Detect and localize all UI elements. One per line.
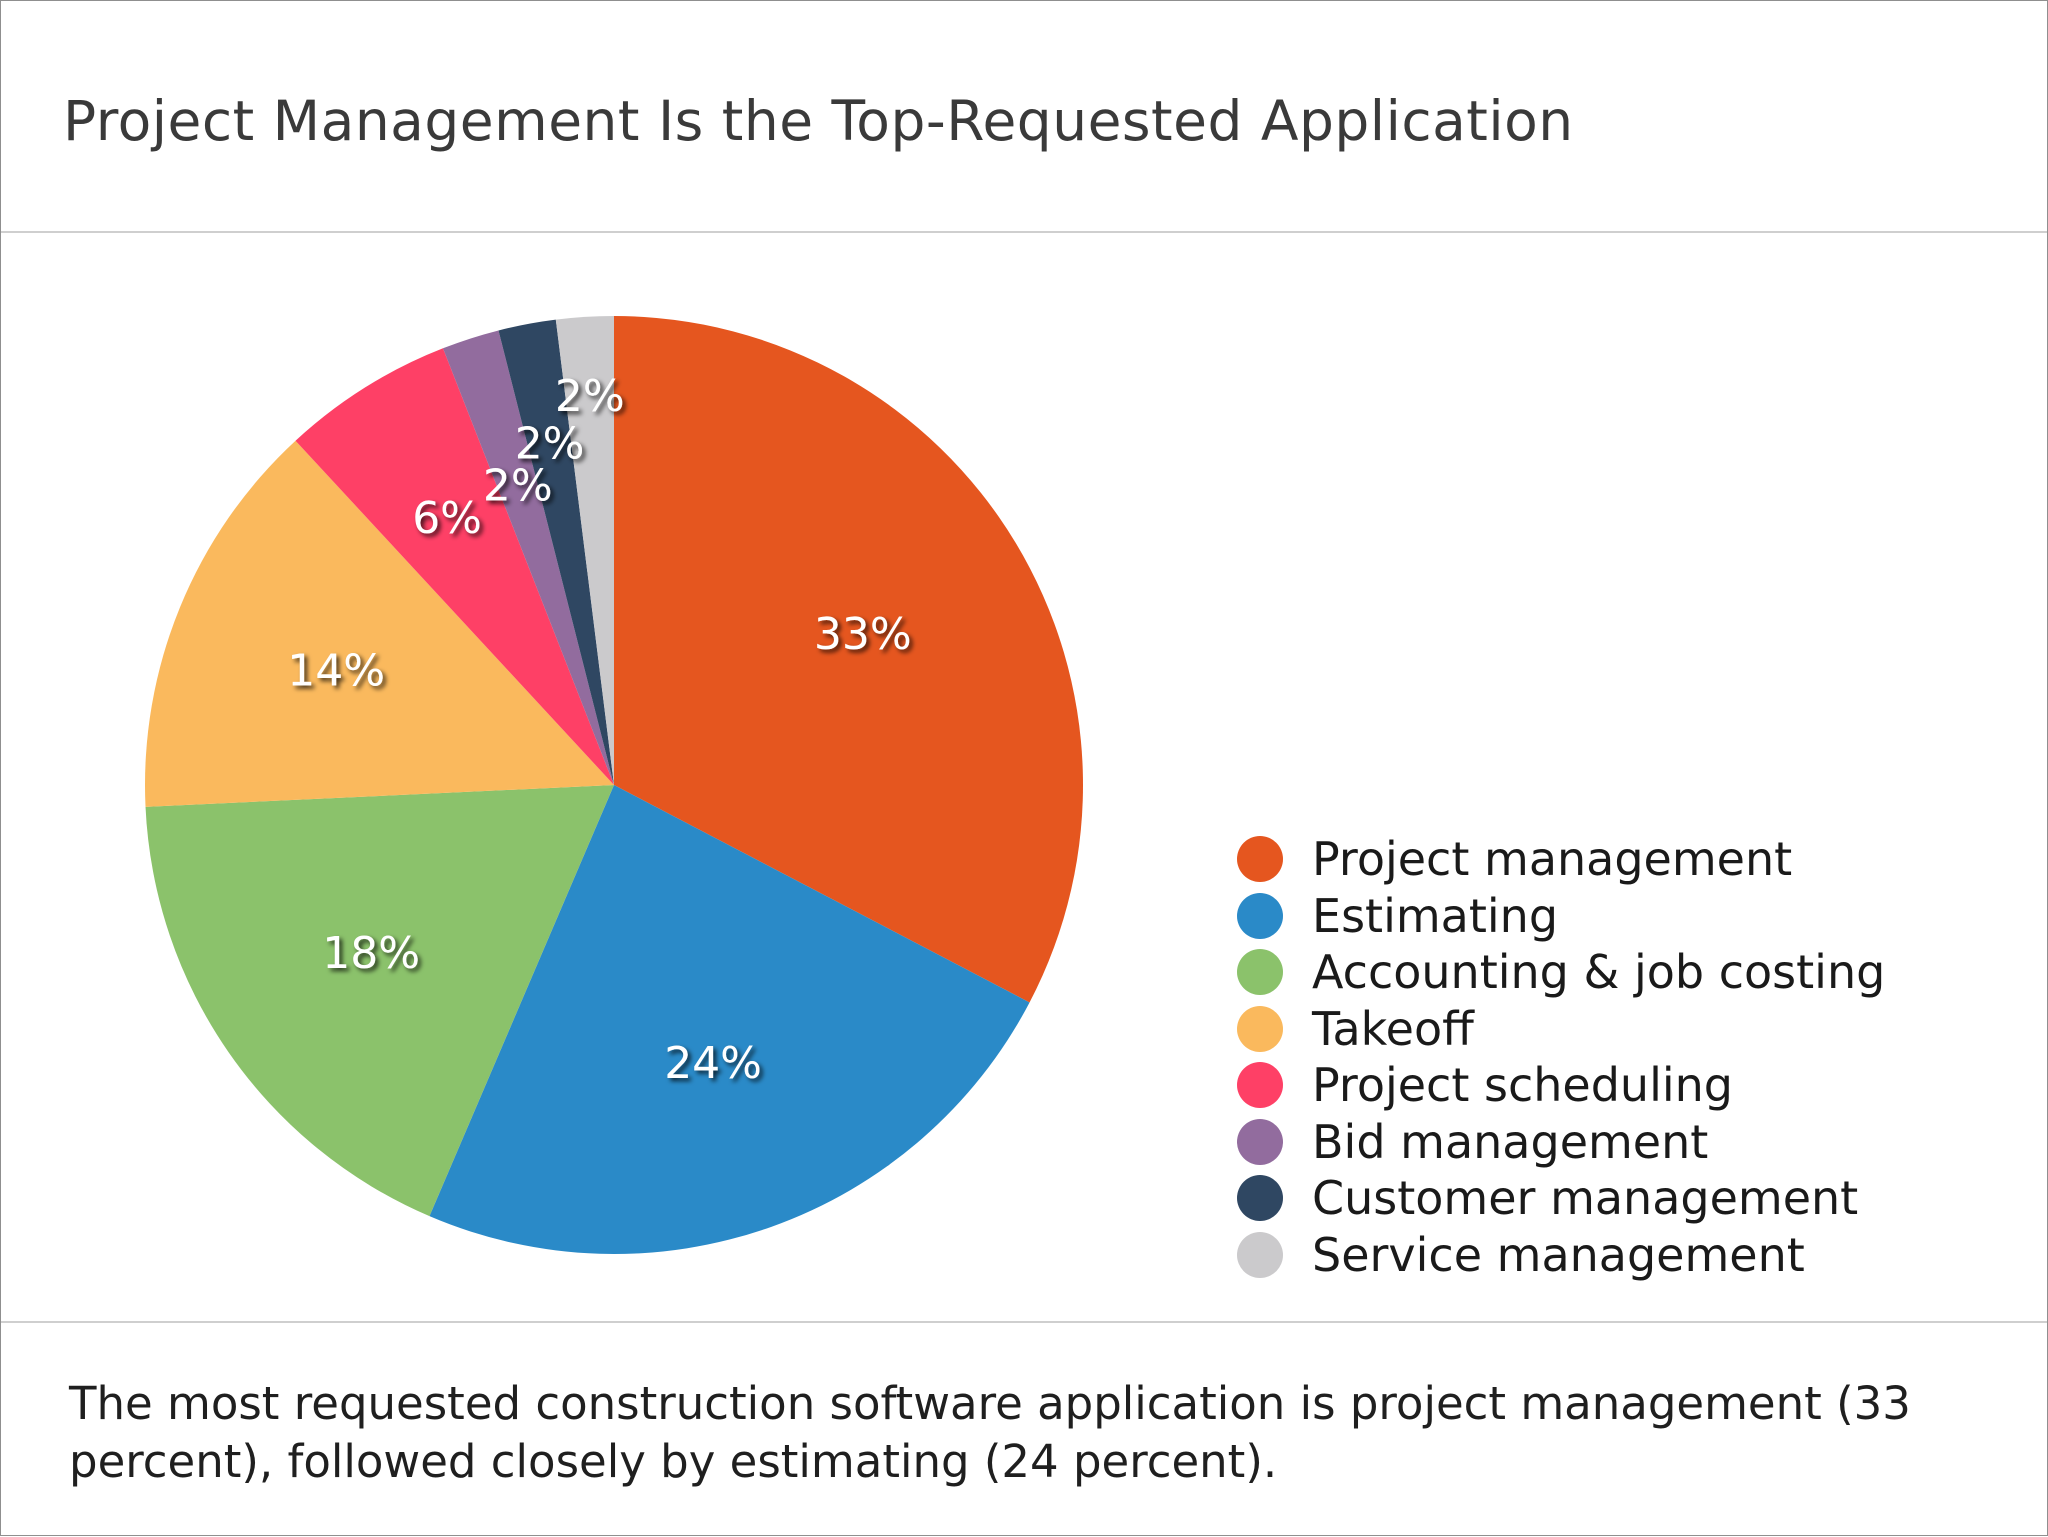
legend-item: Project management: [1237, 831, 1885, 888]
legend-swatch: [1237, 949, 1283, 996]
pie-slice-takeoff: [145, 440, 615, 807]
pie-slice-accounting-job-costing: [145, 785, 615, 1217]
legend-label: Estimating: [1312, 888, 1559, 943]
chart-title: Project Management Is the Top-Requested …: [63, 89, 1574, 153]
legend: Project management Estimating Accounting &…: [1237, 831, 1885, 1283]
pie-slice-project-scheduling: [295, 348, 614, 785]
slice-label: 2%: [555, 371, 625, 422]
legend-swatch: [1237, 892, 1283, 939]
legend-label: Customer management: [1312, 1171, 1859, 1226]
pie-slice-project-management: [614, 316, 1083, 1003]
pie-slice-customer-management: [498, 319, 614, 785]
caption-bar: The most requested construction software…: [1, 1321, 2047, 1537]
legend-swatch: [1237, 836, 1283, 883]
legend-label: Bid management: [1312, 1114, 1709, 1169]
slice-label: 2%: [483, 460, 553, 511]
slice-label: 24%: [664, 1038, 762, 1089]
legend-label: Project scheduling: [1312, 1058, 1733, 1113]
legend-swatch: [1237, 1231, 1283, 1278]
legend-label: Project management: [1312, 832, 1793, 887]
legend-label: Takeoff: [1312, 1001, 1474, 1056]
legend-swatch: [1237, 1062, 1283, 1109]
slice-label: 6%: [412, 493, 482, 544]
slice-label: 14%: [287, 646, 385, 697]
legend-swatch: [1237, 1118, 1283, 1165]
legend-item: Accounting & job costing: [1237, 944, 1885, 1001]
legend-swatch: [1237, 1175, 1283, 1222]
pie-slice-service-management: [555, 316, 614, 785]
slice-label: 18%: [322, 928, 420, 979]
title-bar: Project Management Is the Top-Requested …: [1, 1, 2047, 233]
legend-item: Takeoff: [1237, 1001, 1885, 1058]
slice-label: 2%: [515, 419, 585, 470]
legend-item: Service management: [1237, 1227, 1885, 1284]
slice-label: 33%: [814, 609, 912, 660]
legend-item: Bid management: [1237, 1114, 1885, 1171]
legend-item: Customer management: [1237, 1170, 1885, 1227]
legend-item: Estimating: [1237, 888, 1885, 945]
legend-swatch: [1237, 1005, 1283, 1052]
legend-item: Project scheduling: [1237, 1057, 1885, 1114]
pie-chart: 33%24%18%14%6%2%2%2%: [145, 316, 1083, 1254]
pie-slices: [145, 316, 1083, 1254]
pie-slice-estimating: [429, 785, 1030, 1254]
pie-slice-bid-management: [442, 330, 614, 785]
legend-label: Service management: [1312, 1227, 1805, 1282]
legend-label: Accounting & job costing: [1312, 945, 1886, 1000]
pie-slice-labels: 33%24%18%14%6%2%2%2%: [287, 371, 911, 1089]
chart-area: 33% 24% 18% 14% 6% 2% 2% 2% Project management E…: [1, 233, 2047, 1321]
chart-caption: The most requested construction software…: [69, 1377, 1911, 1488]
